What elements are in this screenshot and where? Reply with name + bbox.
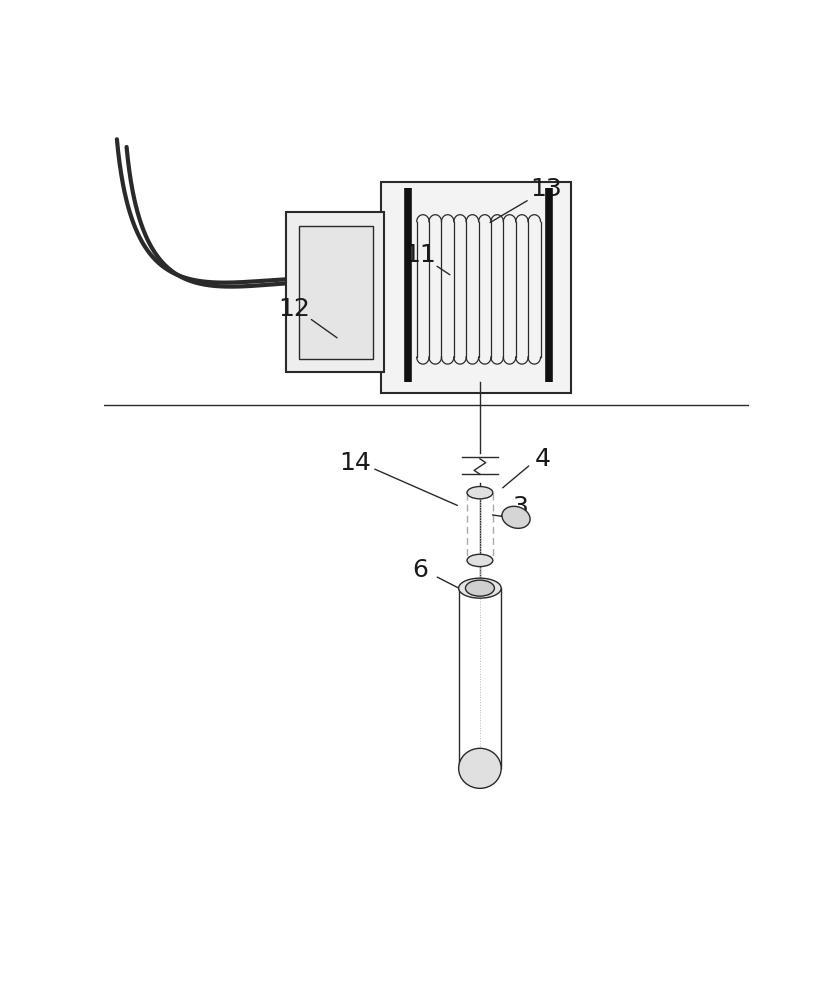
Text: 12: 12	[278, 297, 310, 321]
Bar	[286, 212, 384, 372]
Ellipse shape	[467, 487, 493, 499]
Text: 13: 13	[530, 177, 562, 201]
Bar	[299, 226, 373, 359]
Text: 4: 4	[534, 447, 551, 471]
Ellipse shape	[467, 554, 493, 567]
Text: 14: 14	[339, 451, 371, 475]
Bar	[381, 182, 572, 393]
Ellipse shape	[502, 506, 530, 528]
Ellipse shape	[465, 580, 494, 596]
Ellipse shape	[458, 748, 501, 788]
Text: 6: 6	[412, 558, 428, 582]
Text: 11: 11	[404, 243, 436, 267]
Ellipse shape	[458, 578, 501, 598]
Text: 3: 3	[512, 495, 527, 519]
